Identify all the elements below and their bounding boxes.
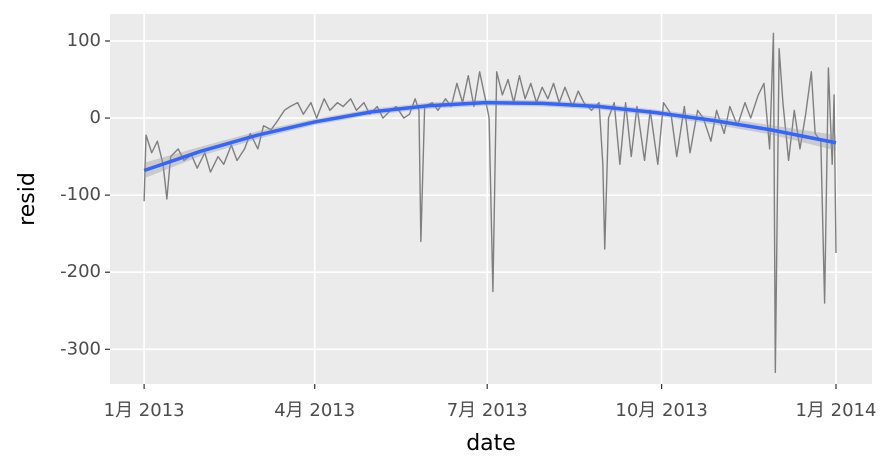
y-tick-label: 100 xyxy=(67,30,101,51)
x-axis-title: date xyxy=(466,431,516,456)
smooth-line xyxy=(143,100,837,173)
x-tick-label: 10月 2013 xyxy=(615,400,707,421)
y-tick-label: 0 xyxy=(90,107,101,128)
x-tick-label: 7月 2013 xyxy=(447,400,528,421)
y-axis-title: resid xyxy=(15,172,40,226)
y-tick-label: -300 xyxy=(60,338,101,359)
y-tick-label: -100 xyxy=(60,184,101,205)
confidence-band xyxy=(144,99,836,179)
x-tick-label: 4月 2013 xyxy=(274,400,355,421)
y-tick-label: -200 xyxy=(60,261,101,282)
residual-line xyxy=(143,32,837,374)
x-tick-label: 1月 2013 xyxy=(104,400,185,421)
x-tick-label: 1月 2014 xyxy=(795,400,876,421)
